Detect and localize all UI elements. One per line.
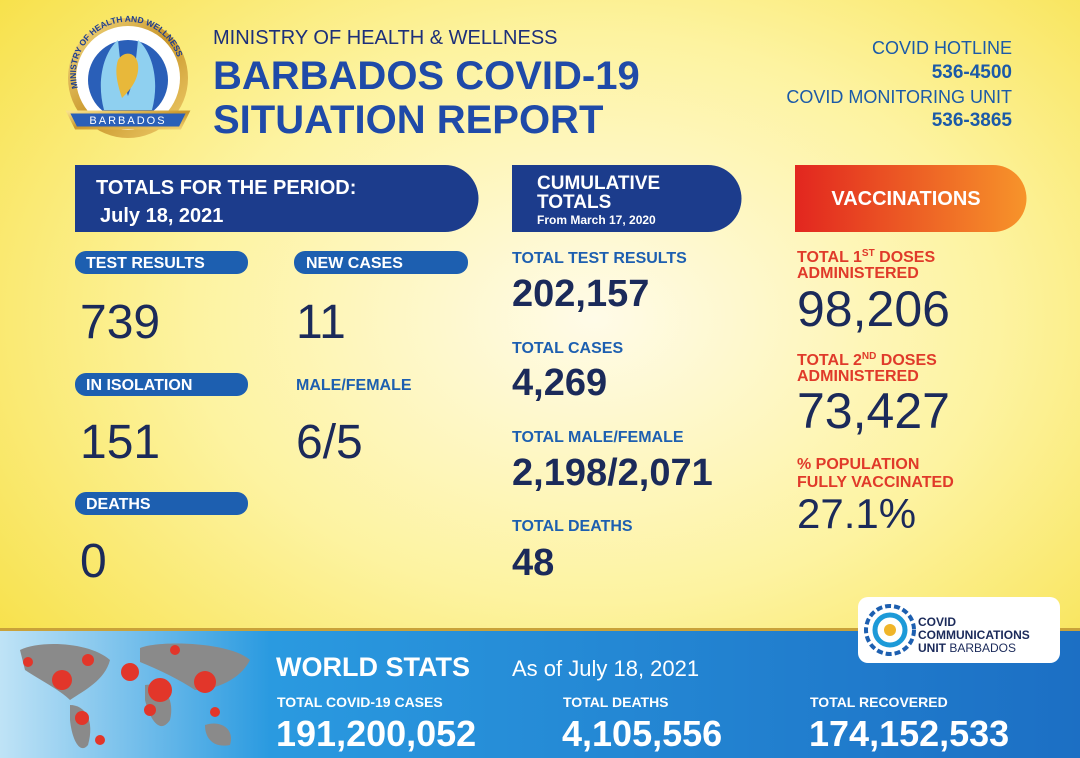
vaccine-label: TOTAL 1ST DOSES <box>797 248 935 266</box>
item-label: TEST RESULTS <box>86 255 205 272</box>
item-label: NEW CASES <box>306 255 403 272</box>
period-banner <box>75 165 479 232</box>
item-value: 4,269 <box>512 362 607 404</box>
world-value: 4,105,556 <box>562 713 722 754</box>
title-line: BARBADOS COVID-19 <box>213 54 640 98</box>
item-label: TOTAL DEATHS <box>512 518 633 535</box>
comm-unit-word: UNIT <box>918 641 947 655</box>
vaccinations-banner <box>795 165 1027 232</box>
label-text: DOSES <box>876 352 937 369</box>
logo-ribbon: BARBADOS <box>89 115 166 127</box>
comm-unit-text: COMMUNICATIONS <box>918 628 1030 642</box>
item-value: 202,157 <box>512 273 649 315</box>
item-label: TOTAL CASES <box>512 340 623 357</box>
vaccine-label: TOTAL 2ND DOSES <box>797 351 937 369</box>
period-title: TOTALS FOR THE PERIOD: <box>96 177 356 199</box>
world-label: TOTAL COVID-19 CASES <box>277 694 443 710</box>
world-label: TOTAL DEATHS <box>563 694 669 710</box>
world-value: 191,200,052 <box>276 713 476 754</box>
vaccine-value: 73,427 <box>797 383 950 439</box>
vaccine-label: FULLY VACCINATED <box>797 474 954 491</box>
label-sup: ST <box>862 248 875 259</box>
vaccine-label: ADMINISTERED <box>797 368 919 385</box>
comm-unit-text: COVID <box>918 615 956 629</box>
item-value: 739 <box>80 296 160 349</box>
band-edge <box>0 628 1080 631</box>
comm-unit-text: UNIT BARBADOS <box>918 641 1016 655</box>
label-pill <box>75 492 248 515</box>
comm-unit-box <box>858 597 1060 663</box>
world-value: 174,152,533 <box>809 713 1009 754</box>
item-label: MALE/FEMALE <box>296 377 412 394</box>
contact-label: COVID MONITORING UNIT <box>786 87 1012 107</box>
world-label: TOTAL RECOVERED <box>810 694 948 710</box>
item-label: DEATHS <box>86 496 151 513</box>
ministry-name: MINISTRY OF HEALTH & WELLNESS <box>213 27 558 49</box>
contact-label: COVID HOTLINE <box>872 38 1012 58</box>
cumulative-title: TOTALS <box>537 192 611 213</box>
contact-number: 536-4500 <box>932 62 1012 83</box>
world-as-of: As of July 18, 2021 <box>512 656 699 681</box>
cumulative-banner <box>512 165 742 232</box>
label-text: TOTAL 2 <box>797 352 862 369</box>
vaccine-value: 98,206 <box>797 281 950 337</box>
item-value: 151 <box>80 416 160 469</box>
label-sup: ND <box>862 351 876 362</box>
vaccine-label: ADMINISTERED <box>797 265 919 282</box>
item-value: 48 <box>512 542 554 584</box>
vaccine-value: 27.1% <box>797 490 916 537</box>
item-value: 0 <box>80 535 107 588</box>
vaccine-label: % POPULATION <box>797 456 919 473</box>
cumulative-since: From March 17, 2020 <box>537 213 656 227</box>
world-title: WORLD STATS <box>276 652 470 682</box>
cumulative-title: CUMULATIVE <box>537 173 660 194</box>
label-pill <box>294 251 468 274</box>
item-label: IN ISOLATION <box>86 377 192 394</box>
label-pill <box>75 251 248 274</box>
title-line: SITUATION REPORT <box>213 98 603 142</box>
label-pill <box>75 373 248 396</box>
label-text: DOSES <box>875 249 936 266</box>
ministry-logo: MINISTRY OF HEALTH AND WELLNESS BARBADOS <box>65 14 191 138</box>
vaccinations-title: VACCINATIONS <box>831 188 980 210</box>
item-value: 11 <box>296 296 346 349</box>
item-label: TOTAL TEST RESULTS <box>512 250 687 267</box>
item-value: 6/5 <box>296 416 363 469</box>
item-value: 2,198/2,071 <box>512 452 713 494</box>
period-date: July 18, 2021 <box>100 205 223 227</box>
item-label: TOTAL MALE/FEMALE <box>512 429 684 446</box>
contact-number: 536-3865 <box>932 110 1013 131</box>
comm-unit-logo <box>864 604 916 656</box>
world-map <box>20 643 250 749</box>
comm-unit-word: BARBADOS <box>946 641 1016 655</box>
label-text: TOTAL 1 <box>797 249 862 266</box>
